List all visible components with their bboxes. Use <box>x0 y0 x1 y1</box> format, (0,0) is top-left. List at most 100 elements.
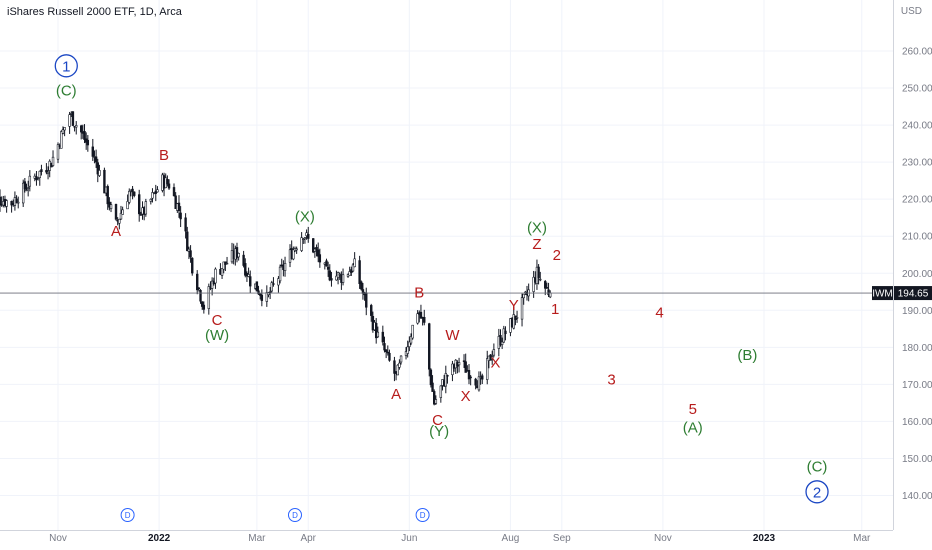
candle-body <box>481 375 484 380</box>
candle-body <box>191 257 194 274</box>
candle-body <box>504 330 507 335</box>
candle-body <box>444 373 448 387</box>
chart-title: iShares Russell 2000 ETF, 1D, Arca <box>7 6 182 18</box>
candle-body <box>257 290 260 295</box>
candle-body <box>38 170 41 178</box>
x-tick-label: 2023 <box>753 533 776 544</box>
wave-label: Z <box>532 236 541 253</box>
wave-label: B <box>159 147 169 164</box>
candle-body <box>374 322 378 339</box>
candle-body <box>386 351 389 354</box>
candle-body <box>268 291 272 294</box>
candle-body <box>56 144 60 160</box>
candle-body <box>258 293 262 296</box>
x-tick-label: Mar <box>248 533 266 544</box>
candle-body <box>94 156 98 163</box>
candle-body <box>491 356 494 360</box>
candle-body <box>547 289 550 296</box>
candle-body <box>499 335 502 346</box>
candle-body <box>522 293 525 299</box>
x-tick-label: Aug <box>502 533 520 544</box>
candle-body <box>451 363 454 376</box>
candle-body <box>393 360 396 374</box>
candle-body <box>467 370 471 380</box>
candle-body <box>249 276 252 287</box>
candle-body <box>197 287 201 290</box>
wave-label: Y <box>509 297 519 314</box>
candle-body <box>428 323 431 370</box>
candle-body <box>457 362 461 366</box>
wave-label: 2 <box>553 247 561 264</box>
candle-body <box>126 201 129 210</box>
candle-body <box>353 258 356 268</box>
y-tick-label: 180.00 <box>902 343 932 354</box>
wave-label: A <box>111 223 121 240</box>
candle-body <box>118 218 121 224</box>
wave-label: A <box>391 386 401 403</box>
candle-body <box>121 209 124 215</box>
candle-body <box>28 175 32 187</box>
candle-body <box>315 247 318 252</box>
candle-body <box>265 292 269 302</box>
candle-body <box>131 188 134 192</box>
candle-body <box>156 189 159 193</box>
candle-body <box>103 169 106 194</box>
candle-body <box>396 364 399 376</box>
candle-body <box>225 262 229 265</box>
currency-label: USD <box>900 6 922 17</box>
candle-body <box>492 349 496 356</box>
last-price-tag <box>894 286 932 301</box>
candle-body <box>260 294 264 301</box>
dividend-marker-label: D <box>292 511 298 520</box>
candle-body <box>68 114 71 127</box>
candle-body <box>237 253 240 258</box>
candle-body <box>46 171 50 174</box>
candle-body <box>196 273 199 291</box>
candle-body <box>235 247 239 258</box>
y-tick-label: 250.00 <box>902 84 932 95</box>
candle-body <box>295 248 298 251</box>
candle-body <box>423 316 426 323</box>
wave-label: 1 <box>551 301 559 318</box>
candle-body <box>272 283 275 285</box>
candle-body <box>86 139 90 146</box>
candle-body <box>539 278 542 281</box>
wave-label: (A) <box>683 419 703 436</box>
candle-body <box>515 317 519 319</box>
candle-body <box>83 131 86 140</box>
candle-body <box>25 189 28 191</box>
wave-label: (X) <box>527 219 547 236</box>
candle-body <box>106 186 109 205</box>
dividend-marker <box>120 508 135 522</box>
candle-body <box>351 264 355 272</box>
candle-body <box>17 201 20 204</box>
candle-body <box>26 187 30 189</box>
wave-label: W <box>445 327 460 344</box>
candle-body <box>312 238 315 253</box>
candle-body <box>109 204 113 209</box>
candle-body <box>139 214 143 216</box>
candle-body <box>376 331 380 338</box>
candle-body <box>40 169 43 172</box>
y-tick-label: 230.00 <box>902 158 932 169</box>
candle-body <box>186 231 189 252</box>
wave-label: (Y) <box>429 423 449 440</box>
wave-label: 2 <box>813 484 821 501</box>
candle-body <box>179 212 182 220</box>
dividend-marker-label: D <box>420 511 426 520</box>
wave-label: (X) <box>295 208 315 225</box>
candle-body <box>98 170 101 176</box>
candle-body <box>328 270 331 281</box>
candle-layer <box>0 111 893 406</box>
candle-body <box>411 324 414 339</box>
wave-label: 4 <box>655 305 663 322</box>
candle-body <box>316 249 320 257</box>
candle-body <box>318 254 322 263</box>
wave-label-circle <box>805 480 829 504</box>
wave-label: C <box>212 312 223 329</box>
candle-body <box>325 260 328 267</box>
candle-body <box>300 237 303 251</box>
candle-body <box>429 369 433 386</box>
